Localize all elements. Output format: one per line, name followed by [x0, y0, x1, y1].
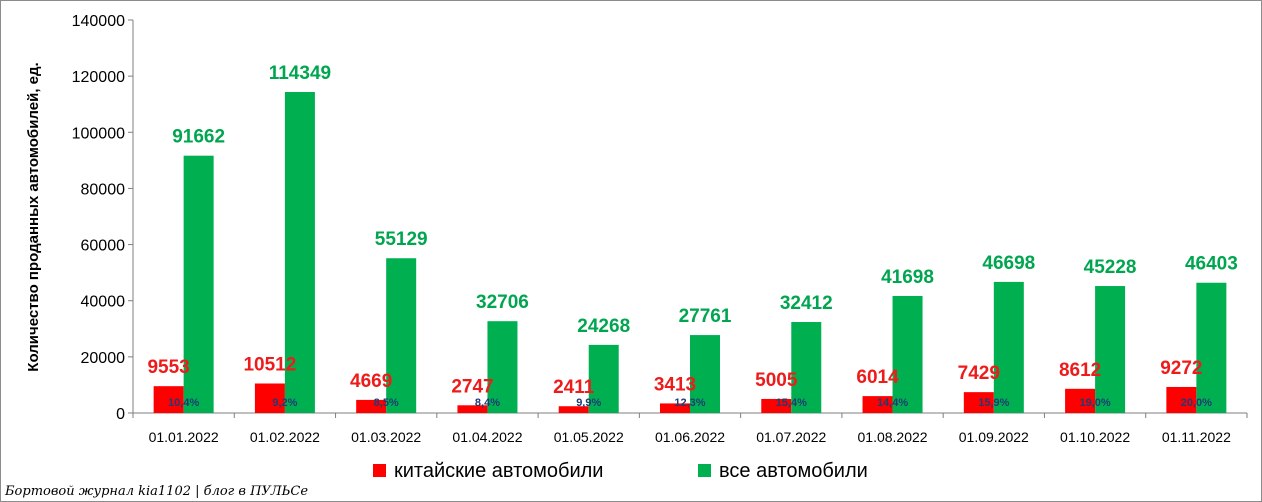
bar-all	[183, 155, 214, 414]
data-label-share: 19,0%	[1079, 397, 1110, 409]
legend-label-chinese: китайские автомобили	[394, 460, 603, 482]
bar-all	[1095, 286, 1126, 413]
bar-chinese	[254, 383, 285, 413]
bar-all	[386, 258, 417, 413]
bars	[153, 92, 1227, 414]
y-tick-label: 120000	[72, 69, 125, 86]
axes: 0 20000 40000 60000 80000 100000 120000 140000 0…	[72, 13, 1248, 445]
legend-swatch-chinese	[373, 464, 386, 477]
data-label-chinese: 2747	[451, 376, 493, 397]
data-label-share: 15,9%	[978, 397, 1009, 409]
x-tick-label: 01.09.2022	[959, 429, 1029, 445]
x-tick-label: 01.08.2022	[858, 429, 928, 445]
bar-all	[487, 321, 518, 413]
data-label-share: 15,4%	[776, 397, 807, 409]
x-tick-label: 01.11.2022	[1162, 429, 1231, 445]
data-label-share: 8,4%	[475, 397, 500, 409]
y-tick-label: 0	[116, 406, 125, 423]
data-label-share: 10,4%	[168, 397, 199, 409]
data-label-all: 24268	[577, 316, 630, 337]
y-tick-label: 20000	[81, 350, 126, 367]
bar-chinese	[457, 405, 488, 413]
legend: китайские автомобили все автомобили	[373, 460, 868, 482]
data-label-chinese: 10512	[243, 354, 296, 375]
y-tick-label: 60000	[81, 238, 126, 255]
data-label-chinese: 5005	[755, 370, 798, 391]
data-label-share: 9,9%	[576, 397, 601, 409]
data-label-all: 46698	[982, 253, 1035, 274]
data-label-all: 41698	[881, 267, 934, 288]
bar-chinese	[1166, 386, 1197, 413]
data-label-share: 8,5%	[374, 397, 399, 409]
bar-chinese	[356, 399, 387, 413]
data-label-all: 32412	[780, 293, 833, 314]
data-label-chinese: 8612	[1059, 360, 1101, 381]
bar-chinese	[558, 406, 589, 413]
data-label-all: 114349	[269, 63, 331, 84]
bar-chinese	[963, 392, 994, 413]
bar-all	[993, 281, 1024, 413]
y-tick-label: 40000	[81, 294, 126, 311]
x-tick-label: 01.07.2022	[756, 429, 826, 445]
x-tick-label: 01.03.2022	[351, 429, 421, 445]
y-tick-label: 140000	[72, 13, 125, 30]
x-tick-label: 01.01.2022	[149, 429, 219, 445]
y-tick-label: 80000	[81, 181, 126, 198]
bar-chinese	[1065, 388, 1096, 413]
credit-text: Бортовой журнал kia1102 | блог в ПУЛЬСе	[4, 484, 308, 499]
x-tick-label: 01.10.2022	[1060, 429, 1130, 445]
legend-label-all: все автомобили	[719, 460, 868, 482]
data-label-chinese: 2411	[553, 377, 595, 398]
bar-chinese	[761, 398, 792, 413]
data-label-all: 91662	[172, 127, 225, 148]
bar-all	[284, 92, 315, 414]
x-tick-label: 01.04.2022	[452, 429, 522, 445]
y-tick-label: 100000	[72, 125, 125, 142]
data-label-share: 9,2%	[272, 397, 297, 409]
data-label-share: 14,4%	[877, 397, 908, 409]
data-label-chinese: 9272	[1160, 358, 1202, 379]
bar-all	[690, 335, 720, 413]
bar-all	[892, 295, 923, 413]
data-label-chinese: 3413	[654, 374, 696, 395]
x-tick-label: 01.02.2022	[250, 429, 320, 445]
bar-all	[588, 344, 619, 413]
bar-all	[791, 322, 822, 413]
bar-chinese	[660, 403, 690, 413]
bar-chinese	[862, 396, 893, 413]
bar-all	[1196, 282, 1227, 413]
x-tick-label: 01.05.2022	[554, 429, 624, 445]
data-labels: 91662 9553 10,4% 114349 10512 9,2% 55129 4669 8,…	[147, 63, 1237, 409]
data-label-all: 27761	[679, 306, 732, 327]
data-label-all: 55129	[375, 229, 428, 250]
data-label-chinese: 4669	[350, 371, 392, 392]
data-label-chinese: 9553	[147, 357, 189, 378]
data-label-all: 46403	[1185, 254, 1238, 275]
data-label-chinese: 6014	[856, 367, 899, 388]
data-label-all: 32706	[476, 292, 529, 313]
data-label-share: 20,0%	[1181, 397, 1212, 409]
data-label-share: 12,3%	[674, 397, 705, 409]
data-label-chinese: 7429	[958, 363, 1000, 384]
bar-chinese	[153, 386, 184, 413]
y-axis-label: Количество проданных автомобилей, ед.	[25, 62, 42, 371]
x-tick-label: 01.06.2022	[655, 429, 725, 445]
data-label-all: 45228	[1084, 257, 1137, 278]
legend-swatch-all	[698, 464, 711, 477]
